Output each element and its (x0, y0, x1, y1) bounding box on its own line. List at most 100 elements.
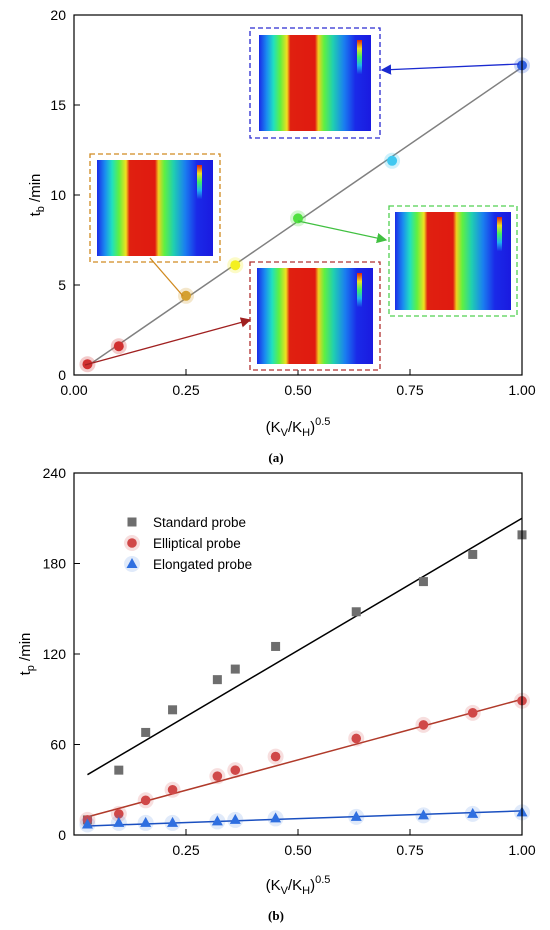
panel-b-series-1-point-8 (418, 720, 429, 730)
panel-a-y-tick-label-0: 0 (58, 367, 66, 383)
panel-b-series-2-point-1 (113, 816, 125, 827)
panel-a-y-tick-label-2: 10 (50, 187, 66, 203)
panel-b-x-tick-label-0: 0.25 (172, 842, 199, 858)
panel-a-y-tick-label-3: 15 (50, 97, 66, 113)
panel-b-x-tick-label-2: 0.75 (396, 842, 423, 858)
panel-b-y-tick-label-3: 180 (43, 556, 67, 572)
panel-b-series-0-point-9 (468, 549, 478, 559)
panel-b-legend-label-2: Elongated probe (153, 557, 252, 572)
panel-b-ylabel-main: t (17, 670, 34, 675)
inset-orange (89, 153, 221, 263)
panel-b-y-tick-label-1: 60 (50, 737, 66, 753)
panel-b-y-tick-label-4: 240 (43, 465, 67, 481)
arrow-to-inset-blue (380, 63, 520, 75)
panel-b-series-1-point-3 (167, 784, 178, 795)
panel-b-series-1-point-9 (467, 708, 478, 718)
panel-b-y-axis-title: tp /min (17, 633, 37, 676)
panel-b-ylabel-unit: /min (17, 633, 34, 666)
panel-b-series-2-point-2 (140, 816, 152, 827)
panel-b-series-0-point-8 (418, 577, 428, 587)
panel-a-xlabel-mid: /K (288, 419, 302, 436)
panel-a-y-tick-label-4: 20 (50, 7, 66, 23)
panel-b-plot-frame (73, 472, 523, 836)
panel-a-point-3 (230, 260, 241, 271)
panel-a-ylabel-sub: b (35, 206, 47, 212)
panel-b-series-2-point-4 (211, 815, 223, 826)
panel-b-xlabel-sub1: V (281, 885, 289, 897)
panel-a-point-2 (181, 290, 191, 301)
panel-b-series-1-point-2 (140, 795, 151, 806)
panel-a-chart: 0.00 0.25 0.50 0.75 1.00 0 5 10 15 20 tb /min (KV… (27, 7, 536, 465)
arrow-to-inset-red (84, 317, 252, 366)
inset-blue-colorbar (357, 40, 362, 74)
panel-a-ticks: 0.00 0.25 0.50 0.75 1.00 0 5 10 15 20 (50, 7, 535, 398)
panel-a-fit-line (87, 66, 523, 367)
panel-b-y-tick-label-2: 120 (43, 646, 67, 662)
panel-a-xlabel-open: (K (266, 419, 281, 436)
arrow-to-inset-green (297, 220, 388, 244)
panel-b-series-1-point-1 (114, 809, 124, 819)
panel-b-series-0-point-3 (168, 705, 178, 715)
panel-b-series-0-point-5 (230, 664, 240, 674)
inset-blue-field (259, 35, 371, 131)
panel-b-legend-marker-0 (127, 517, 137, 527)
panel-b-series-2-point-9 (467, 807, 479, 818)
panel-b-series-0-point-7 (351, 607, 361, 617)
panel-b-series-2-point-7 (350, 810, 362, 821)
panel-b-series-2-point-5 (229, 813, 241, 824)
panel-b-series-2-point-8 (417, 809, 429, 820)
panel-b-ticks: 0.25 0.50 0.75 1.00 0 60 120 180 240 (43, 465, 536, 858)
panel-b-y-tick-label-0: 0 (58, 827, 66, 843)
panel-a-xlabel-sup: 0.5 (315, 416, 330, 428)
panel-a-x-tick-label-4: 1.00 (508, 382, 535, 398)
panel-a-point-1 (113, 341, 124, 352)
panel-a-x-tick-label-0: 0.00 (60, 382, 87, 398)
inset-red-colorbar (357, 273, 362, 307)
panel-b-series-2-point-6 (270, 812, 282, 823)
panel-b-legend-label-0: Standard probe (153, 515, 246, 530)
inset-green-colorbar (497, 217, 502, 251)
panel-b-fit-line-1 (87, 698, 523, 818)
panel-a-xlabel-sub2: H (302, 427, 310, 439)
panel-b-legend-marker-1 (127, 538, 137, 548)
panel-a-ylabel-unit: /min (27, 174, 44, 207)
arrow-to-inset-orange (149, 257, 184, 297)
panel-b-ylabel-sub: p (25, 665, 37, 671)
panel-b-series-1-point-6 (270, 751, 281, 762)
panel-b-legend-marker-2 (126, 558, 138, 568)
panel-b-series-1-point-5 (230, 765, 241, 775)
panel-b-label: (b) (268, 908, 284, 923)
panel-a-point-5 (387, 155, 398, 166)
panel-b-series-0-point-2 (141, 727, 151, 737)
panel-a-y-tick-label-1: 5 (58, 277, 66, 293)
panel-b-x-tick-label-3: 1.00 (508, 842, 535, 858)
panel-b-xlabel-close: ) (310, 877, 315, 894)
panel-b-fit-line-2 (87, 810, 523, 827)
panel-a-x-tick-label-1: 0.25 (172, 382, 199, 398)
inset-orange-colorbar (197, 165, 202, 199)
panel-b-series-2-point-3 (167, 816, 179, 827)
panel-b-series-0-point-4 (212, 675, 222, 685)
panel-a-x-tick-label-2: 0.50 (284, 382, 311, 398)
panel-b-xlabel-sup: 0.5 (315, 874, 330, 886)
panel-a-x-axis-title: (KV/KH)0.5 (266, 416, 331, 439)
panel-b-xlabel-open: (K (266, 877, 281, 894)
panel-a-y-axis-title: tb /min (27, 174, 47, 217)
panel-a-xlabel-sub1: V (281, 427, 289, 439)
panel-b-series-1-point-4 (212, 771, 223, 781)
panel-a-ylabel-main: t (27, 211, 44, 216)
inset-red (249, 261, 381, 371)
panel-b-chart: 0.25 0.50 0.75 1.00 0 60 120 180 240 tp /min (KV… (17, 465, 536, 923)
panel-b-series-2-point-0 (81, 818, 93, 829)
panel-b-x-axis-title: (KV/KH)0.5 (266, 874, 331, 897)
inset-blue (249, 27, 381, 139)
panel-b-legend-label-1: Elliptical probe (153, 536, 241, 551)
inset-red-field (257, 268, 373, 364)
panel-a-xlabel-close: ) (310, 419, 315, 436)
panel-b-marks (79, 517, 530, 833)
panel-b-fit-line-0 (87, 517, 523, 776)
panel-b-series-0-point-1 (114, 765, 124, 775)
panel-b-x-tick-label-1: 0.50 (284, 842, 311, 858)
inset-orange-field (97, 160, 213, 256)
